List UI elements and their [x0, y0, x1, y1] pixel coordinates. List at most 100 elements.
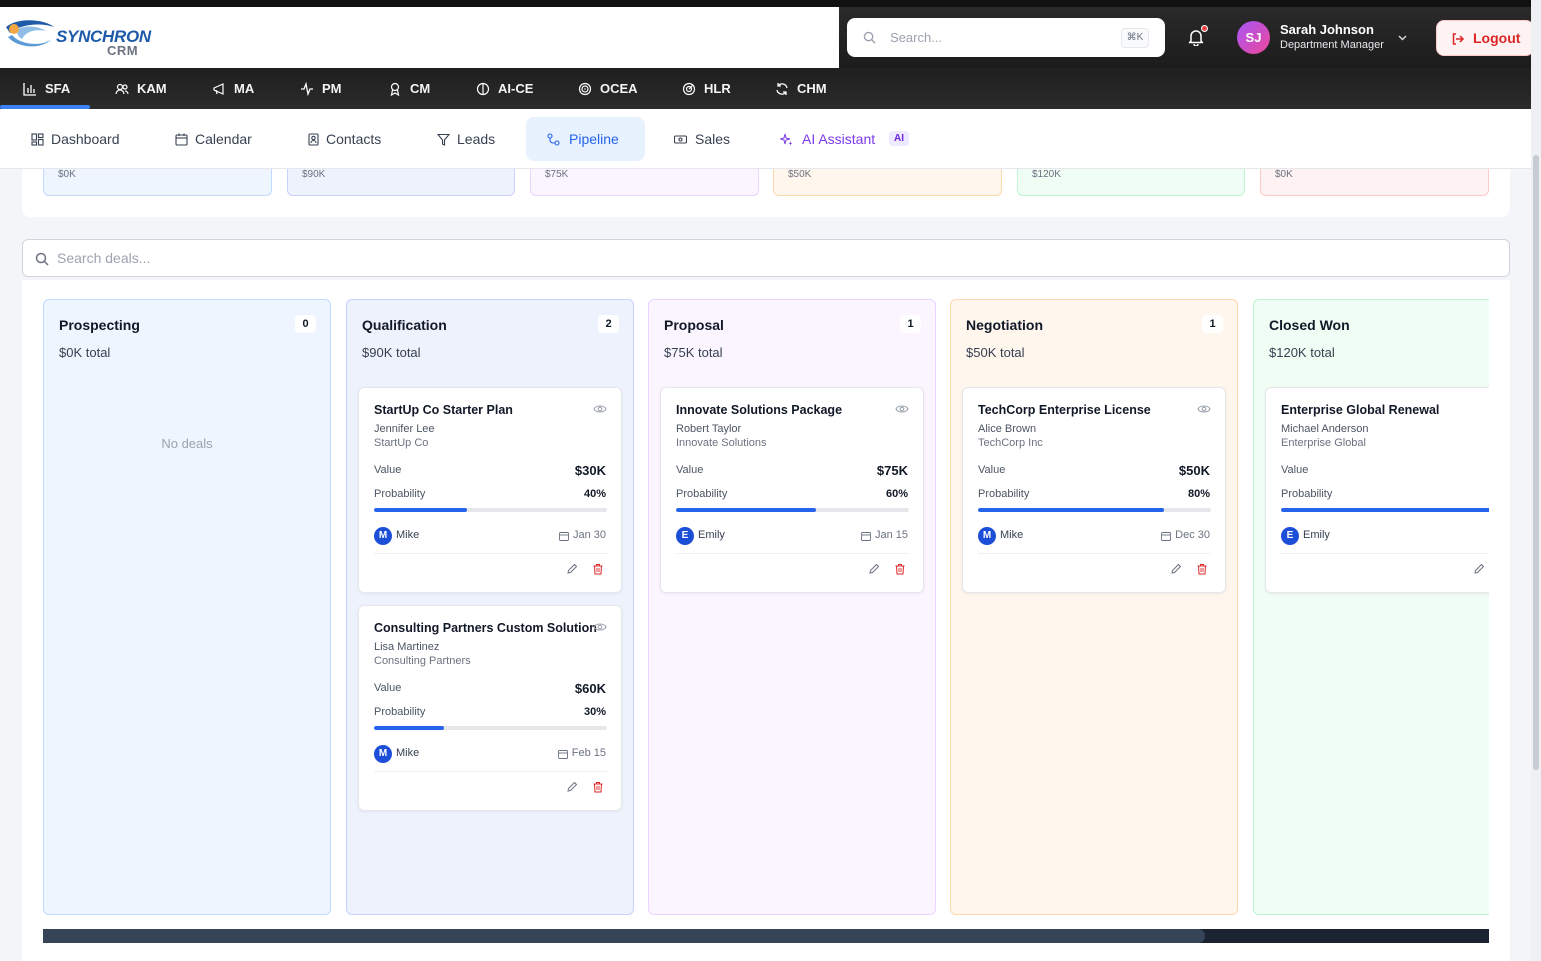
tab-ocea[interactable]: OCEA [578, 68, 648, 109]
deal-probability: 80% [1187, 488, 1210, 500]
eye-icon[interactable] [593, 403, 607, 415]
users-icon [115, 83, 129, 95]
deal-title[interactable]: Innovate Solutions Package [676, 403, 843, 417]
owner-name: Emily [1303, 529, 1330, 541]
activity-icon [301, 82, 313, 96]
owner-name: Emily [698, 529, 725, 541]
chevron-down-icon[interactable] [1397, 32, 1408, 43]
delete-icon[interactable] [592, 781, 604, 793]
deal-card[interactable]: Innovate Solutions Package Robert Taylor… [660, 387, 924, 593]
deal-title[interactable]: StartUp Co Starter Plan [374, 403, 513, 417]
bell-icon[interactable] [1187, 28, 1205, 46]
owner-avatar: M [978, 527, 996, 545]
tab-sfa[interactable]: SFA [23, 68, 83, 109]
tab-sales[interactable]: Sales [662, 117, 747, 161]
tab-calendar-label: Calendar [195, 131, 252, 147]
deal-company: Enterprise Global [1281, 437, 1366, 449]
logo-area[interactable]: SYNCHRON CRM [0, 7, 839, 68]
column-total: $120K total [1269, 345, 1335, 360]
summary-value: $90K [302, 169, 326, 180]
owner-avatar: M [374, 527, 392, 545]
tab-cm[interactable]: CM [388, 68, 438, 109]
owner-name: Mike [1000, 529, 1024, 541]
banknote-icon [674, 135, 687, 144]
delete-icon[interactable] [894, 563, 906, 575]
edit-icon[interactable] [566, 781, 578, 793]
edit-icon[interactable] [566, 563, 578, 575]
deal-search-input[interactable] [57, 246, 657, 270]
tab-ai-assistant[interactable]: AI Assistant AI [768, 117, 918, 161]
logo-wordmark: SYNCHRON [56, 27, 151, 46]
column-title: Proposal [664, 317, 724, 333]
delete-icon[interactable] [1196, 563, 1208, 575]
deal-card[interactable]: StartUp Co Starter Plan Jennifer Lee Sta… [358, 387, 622, 593]
tab-chm[interactable]: CHM [775, 68, 835, 109]
vertical-scrollbar[interactable] [1531, 0, 1541, 961]
user-role: Department Manager [1280, 39, 1384, 51]
column-count: 2 [598, 315, 619, 333]
tab-leads[interactable]: Leads [425, 117, 510, 161]
column-count: 1 [1202, 315, 1223, 333]
deal-title[interactable]: Consulting Partners Custom Solution [374, 621, 597, 635]
deal-probability: 40% [583, 488, 606, 500]
tab-dashboard[interactable]: Dashboard [18, 117, 138, 161]
column-total: $50K total [966, 345, 1025, 360]
probability-label: Probability [1281, 488, 1333, 500]
tab-contacts-label: Contacts [326, 131, 382, 147]
horizontal-scrollbar[interactable] [43, 929, 1489, 943]
probability-bar-fill [676, 508, 816, 512]
tab-pm[interactable]: PM [300, 68, 350, 109]
summary-value: $0K [1275, 169, 1293, 180]
summary-card-closed-lost: $0K [1260, 169, 1489, 196]
tab-calendar[interactable]: Calendar [163, 117, 268, 161]
eye-icon[interactable] [593, 621, 607, 633]
sub-navigation: Dashboard Calendar Contacts Leads Pipeli… [0, 109, 1531, 169]
deal-contact: Alice Brown [978, 423, 1037, 435]
column-negotiation: Negotiation 1 $50K total TechCorp Enterp… [950, 299, 1238, 915]
deal-close-date: Dec 30 [1175, 529, 1210, 541]
deal-close-date: Jan 30 [572, 529, 606, 541]
deal-title[interactable]: Enterprise Global Renewal [1281, 403, 1440, 417]
vertical-scrollbar-thumb[interactable] [1533, 155, 1539, 770]
value-label: Value [374, 682, 402, 694]
summary-card-qualification: $90K [287, 169, 515, 196]
summary-card-prospecting: $0K [43, 169, 272, 196]
calendar-icon [558, 750, 568, 759]
tab-contacts[interactable]: Contacts [295, 117, 400, 161]
scrollbar-thumb[interactable] [43, 929, 1205, 943]
deal-company: Consulting Partners [374, 655, 471, 667]
tab-ma[interactable]: MA [212, 68, 262, 109]
column-prospecting: Prospecting 0 $0K total No deals [43, 299, 331, 915]
deal-card[interactable]: TechCorp Enterprise License Alice Brown … [962, 387, 1226, 593]
tab-sales-label: Sales [695, 131, 731, 147]
edit-icon[interactable] [1170, 563, 1182, 575]
summary-value: $0K [58, 169, 76, 180]
tab-ai-ce[interactable]: AI-CE [476, 68, 546, 109]
user-name[interactable]: Sarah Johnson [1280, 22, 1374, 37]
deal-value: $30K [574, 463, 606, 478]
logout-button[interactable]: Logout [1436, 20, 1534, 56]
tab-label: PM [322, 81, 342, 96]
edit-icon[interactable] [1473, 563, 1485, 575]
deal-value: $50K [1178, 463, 1210, 478]
tab-pipeline[interactable]: Pipeline [526, 117, 645, 161]
edit-icon[interactable] [868, 563, 880, 575]
deal-title[interactable]: TechCorp Enterprise License [978, 403, 1151, 417]
eye-icon[interactable] [895, 403, 909, 415]
award-icon [390, 82, 400, 96]
value-label: Value [374, 464, 402, 476]
global-search-input[interactable]: Search... ⌘K [847, 18, 1165, 57]
deal-card[interactable]: Enterprise Global Renewal Michael Anders… [1265, 387, 1489, 593]
tab-label: KAM [137, 81, 167, 96]
tab-pipeline-label: Pipeline [569, 131, 619, 147]
probability-bar [374, 726, 607, 730]
deal-card[interactable]: Consulting Partners Custom Solution Lisa… [358, 605, 622, 811]
tab-hlr[interactable]: HLR [682, 68, 742, 109]
eye-icon[interactable] [1197, 403, 1211, 415]
delete-icon[interactable] [592, 563, 604, 575]
owner-avatar: E [1281, 527, 1299, 545]
avatar[interactable]: SJ [1237, 21, 1270, 54]
column-total: $90K total [362, 345, 421, 360]
tab-kam[interactable]: KAM [115, 68, 175, 109]
active-module-indicator [0, 105, 90, 109]
